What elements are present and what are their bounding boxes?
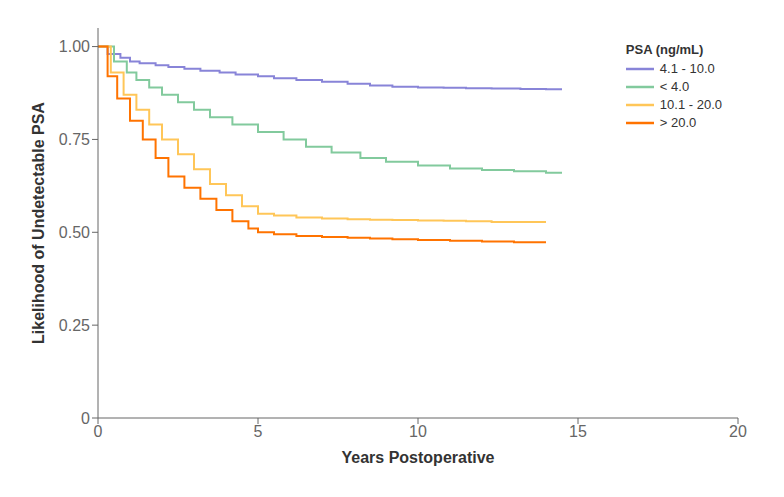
svg-text:20: 20 (729, 423, 747, 440)
html-text:> 20.0: > 20.0 (659, 115, 697, 130)
html-text:PSA (ng/mL): PSA (ng/mL) (625, 42, 704, 57)
svg-text:0.25: 0.25 (59, 317, 90, 334)
svg-text:15: 15 (569, 423, 587, 440)
svg-text:0.75: 0.75 (59, 131, 90, 148)
svg-text:0: 0 (81, 410, 90, 427)
svg-text:Years Postoperative: Years Postoperative (342, 449, 495, 466)
svg-text:10: 10 (409, 423, 427, 440)
svg-text:0.50: 0.50 (59, 224, 90, 241)
svg-text:Likelihood of Undetectable PSA: Likelihood of Undetectable PSA (30, 102, 47, 344)
svg-text:0: 0 (94, 423, 103, 440)
svg-text:1.00: 1.00 (59, 38, 90, 55)
html-text:< 4.0: < 4.0 (659, 79, 690, 94)
svg-text:5: 5 (254, 423, 263, 440)
html-text:4.1 - 10.0: 4.1 - 10.0 (659, 61, 715, 76)
html-text:10.1 - 20.0: 10.1 - 20.0 (659, 97, 722, 112)
